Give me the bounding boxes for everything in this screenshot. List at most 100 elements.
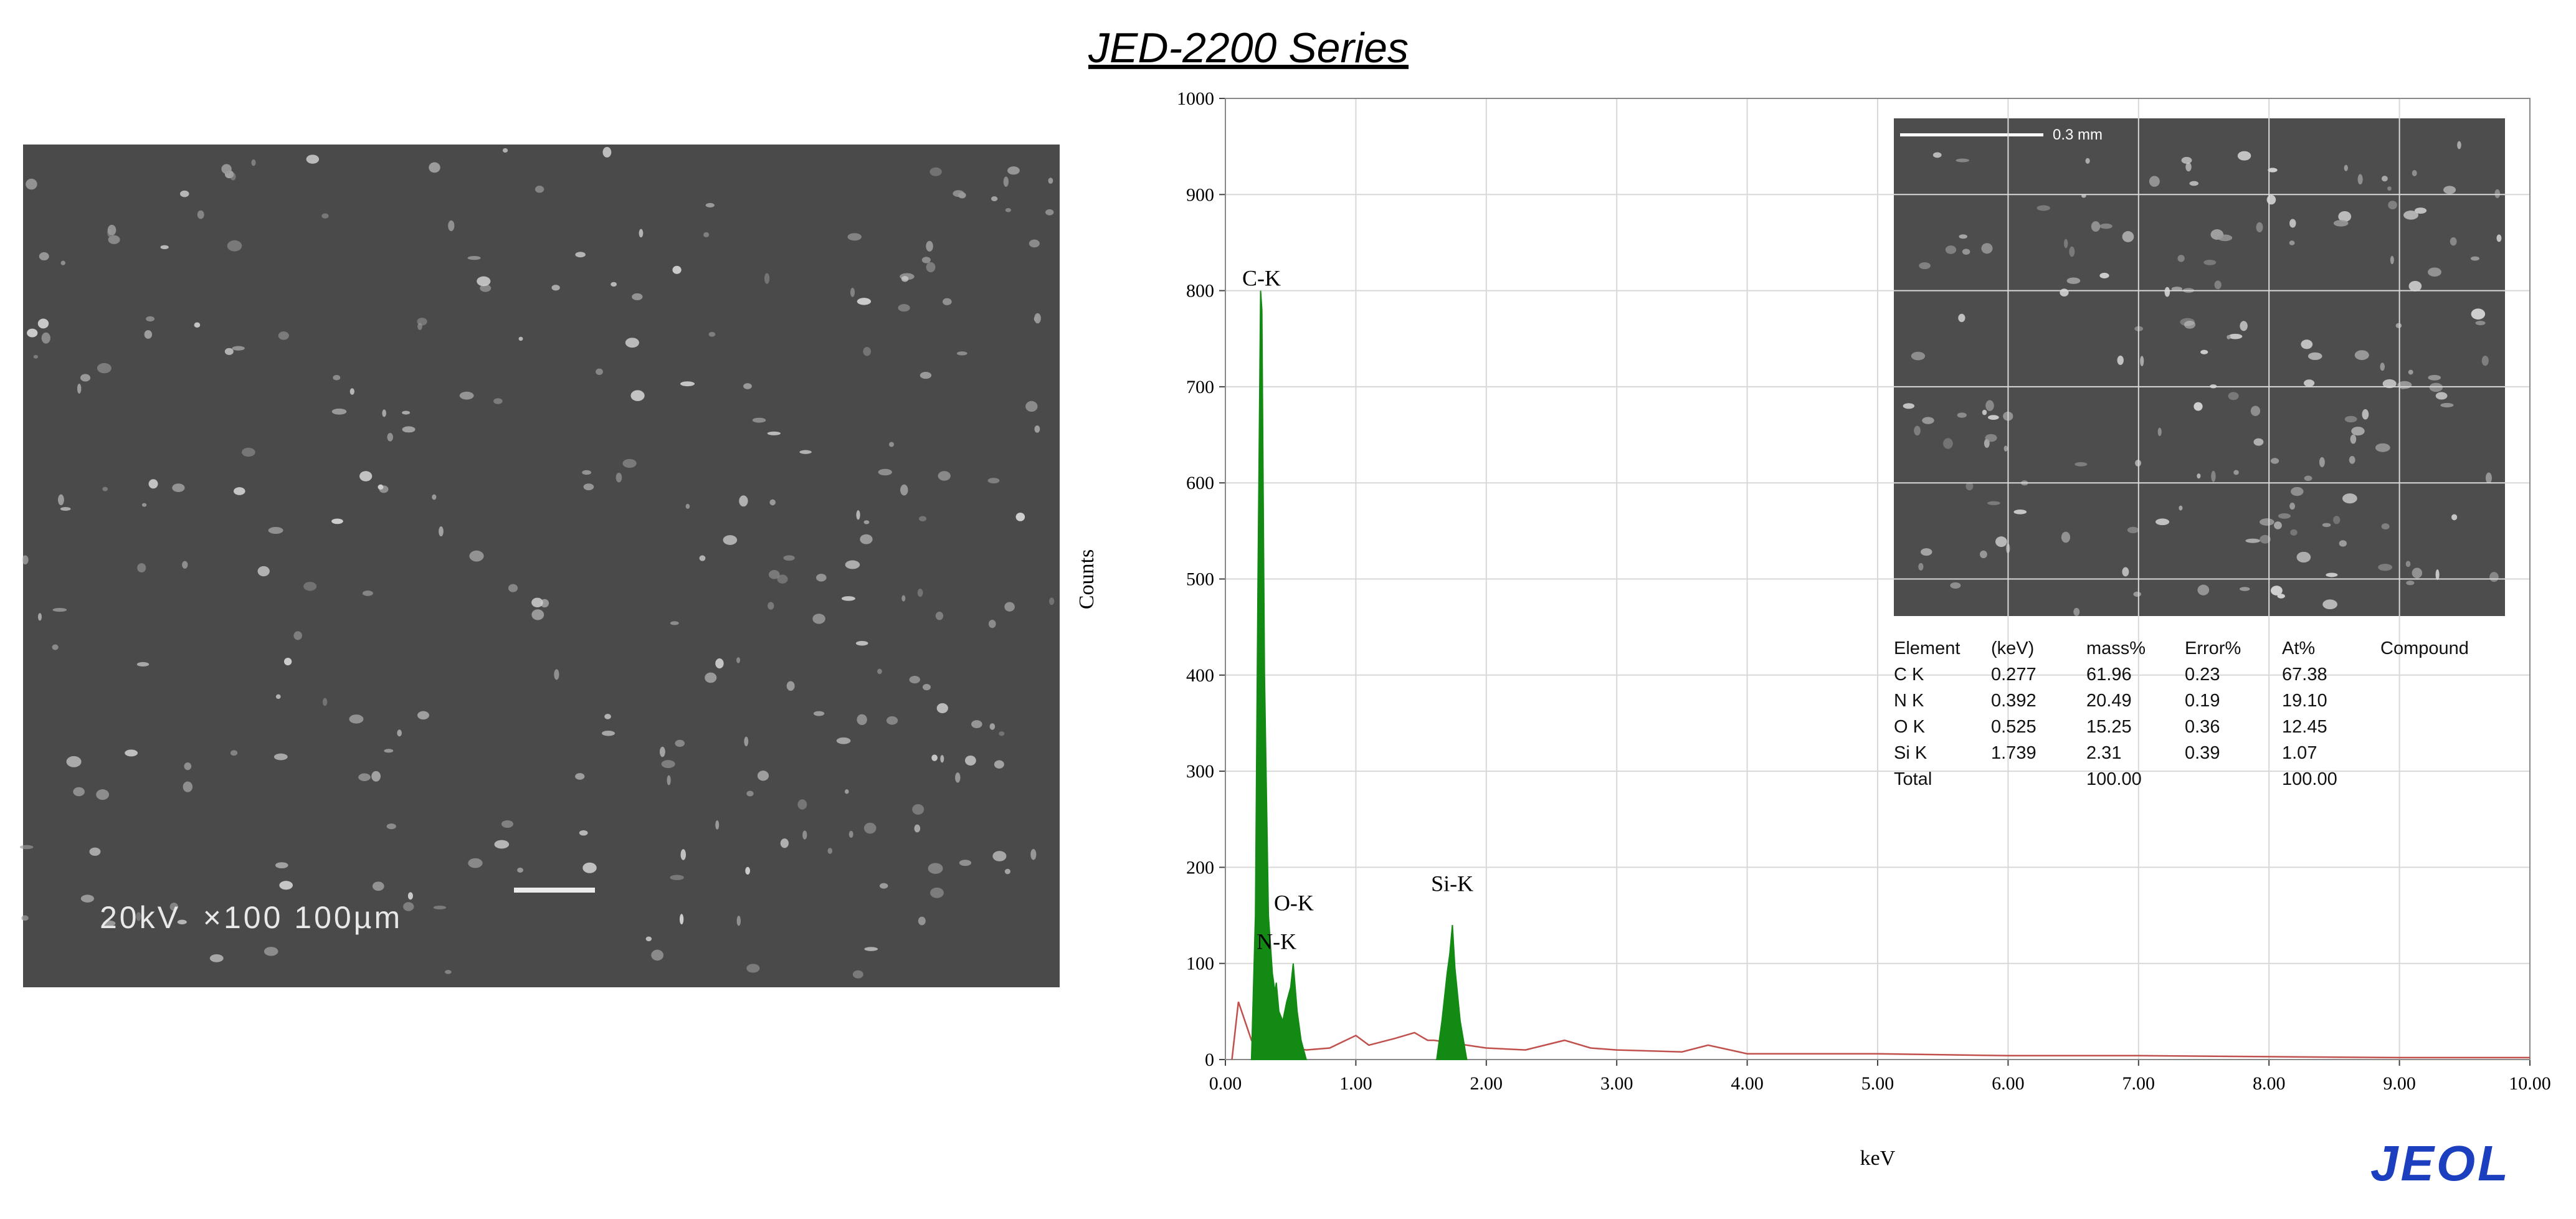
speckle <box>2164 287 2170 297</box>
speckle <box>2260 534 2271 544</box>
inset-scale-label: 0.3 mm <box>2053 126 2103 143</box>
table-cell: 0.277 <box>1991 665 2037 685</box>
speckle <box>953 190 964 197</box>
speckle <box>1004 602 1015 612</box>
speckle <box>227 240 242 252</box>
speckle <box>1995 536 2007 548</box>
speckle <box>971 720 982 729</box>
speckle <box>746 964 760 973</box>
speckle <box>417 711 429 720</box>
speckle <box>630 390 645 401</box>
speckle <box>459 391 474 400</box>
speckle <box>384 749 394 753</box>
speckle <box>322 698 328 706</box>
speckle <box>929 167 942 176</box>
speckle <box>221 164 232 174</box>
speckle <box>999 731 1005 736</box>
speckle <box>777 574 788 584</box>
y-tick-label: 1000 <box>1177 88 1214 109</box>
speckle <box>757 771 769 781</box>
peak-label: O-K <box>1274 891 1314 916</box>
speckle <box>708 331 716 337</box>
speckle <box>1945 245 1957 254</box>
table-cell: 19.10 <box>2282 691 2327 711</box>
speckle <box>836 737 851 744</box>
speckle <box>233 487 245 495</box>
speckle <box>2193 402 2203 411</box>
speckle <box>659 746 665 757</box>
speckle <box>2274 521 2282 529</box>
speckle <box>2181 156 2192 164</box>
speckle <box>1025 401 1038 412</box>
speckle <box>1985 434 1997 442</box>
speckle <box>988 619 996 628</box>
speckle <box>2277 594 2285 599</box>
speckle <box>898 304 910 312</box>
speckle <box>397 729 402 737</box>
speckle <box>96 789 110 800</box>
speckle <box>752 417 766 423</box>
speckle <box>994 760 1004 769</box>
speckle <box>1004 868 1011 875</box>
speckle <box>855 640 868 646</box>
speckle <box>926 262 936 273</box>
speckle <box>2211 470 2216 482</box>
speckle <box>602 731 615 736</box>
speckle <box>52 644 59 650</box>
speckle <box>743 383 752 389</box>
speckle <box>273 753 288 761</box>
speckle <box>2301 339 2313 349</box>
speckle <box>1932 152 1942 158</box>
speckle <box>467 255 481 260</box>
speckle <box>172 483 185 492</box>
speckle <box>230 750 238 756</box>
table-header: At% <box>2282 638 2315 658</box>
speckle <box>661 760 675 769</box>
y-tick-label: 100 <box>1186 954 1214 974</box>
table-cell: 0.23 <box>2185 665 2220 685</box>
speckle <box>194 322 201 328</box>
speckle <box>596 368 603 376</box>
speckle <box>477 276 491 287</box>
speckle <box>531 609 544 620</box>
speckle <box>80 894 94 903</box>
table-header: (keV) <box>1991 638 2034 658</box>
speckle <box>2171 287 2182 292</box>
speckle <box>278 331 289 340</box>
speckle <box>417 318 427 326</box>
speckle <box>2388 201 2397 210</box>
speckle <box>992 851 1007 861</box>
speckle <box>2289 240 2295 245</box>
table-header: mass% <box>2086 638 2146 658</box>
speckle <box>37 318 49 329</box>
table-cell: 0.19 <box>2185 691 2220 711</box>
speckle <box>2256 222 2263 232</box>
speckle <box>615 472 622 483</box>
speckle <box>2127 526 2139 533</box>
speckle <box>602 146 612 158</box>
table-cell: 1.07 <box>2282 743 2317 763</box>
speckle <box>1987 415 1999 420</box>
speckle <box>2061 531 2071 543</box>
speckle <box>2013 510 2027 515</box>
speckle <box>715 658 724 669</box>
y-tick-label: 900 <box>1186 184 1214 205</box>
speckle <box>331 408 347 415</box>
speckle <box>901 595 906 602</box>
speckle <box>812 614 825 624</box>
speckle <box>182 561 188 569</box>
speckle <box>2326 572 2338 577</box>
speckle <box>517 867 524 873</box>
speckle <box>582 470 592 475</box>
speckle <box>2471 308 2486 320</box>
speckle <box>2489 572 2499 582</box>
speckle <box>639 229 644 238</box>
speckle <box>52 608 67 612</box>
speckle <box>2245 538 2260 543</box>
speckle <box>349 714 364 724</box>
speckle <box>2349 455 2355 464</box>
speckle <box>1985 400 1994 411</box>
speckle <box>583 483 594 491</box>
x-tick-label: 9.00 <box>2383 1073 2416 1094</box>
speckle <box>680 381 695 387</box>
